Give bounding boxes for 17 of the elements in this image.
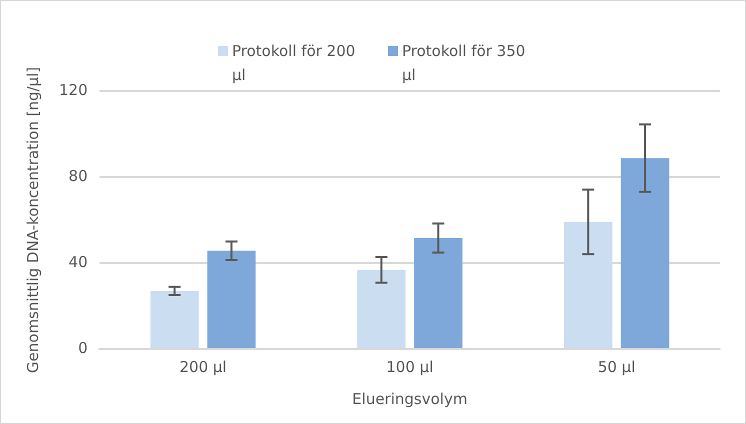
bar [207, 250, 256, 348]
x-tick-label: 100 µl [386, 358, 434, 376]
y-tick-label: 0 [78, 338, 88, 357]
bar [414, 238, 462, 348]
x-tick-label: 50 µl [598, 358, 636, 376]
legend-label: Protokoll för 350 µl [402, 41, 526, 86]
x-axis-title: Elueringsvolym [352, 390, 468, 408]
bar [564, 222, 612, 348]
y-axis-title: Genomsnittlig DNA-koncentration [ng/µl] [24, 66, 42, 374]
bar [620, 158, 670, 348]
y-tick-label: 40 [68, 252, 88, 271]
bar [357, 270, 406, 348]
x-tick-label: 200 µl [179, 358, 227, 376]
legend-label: Protokoll för 200 µl [232, 41, 356, 86]
y-tick-label: 80 [68, 166, 88, 185]
bar [150, 290, 199, 348]
y-tick-label: 120 [58, 80, 88, 99]
